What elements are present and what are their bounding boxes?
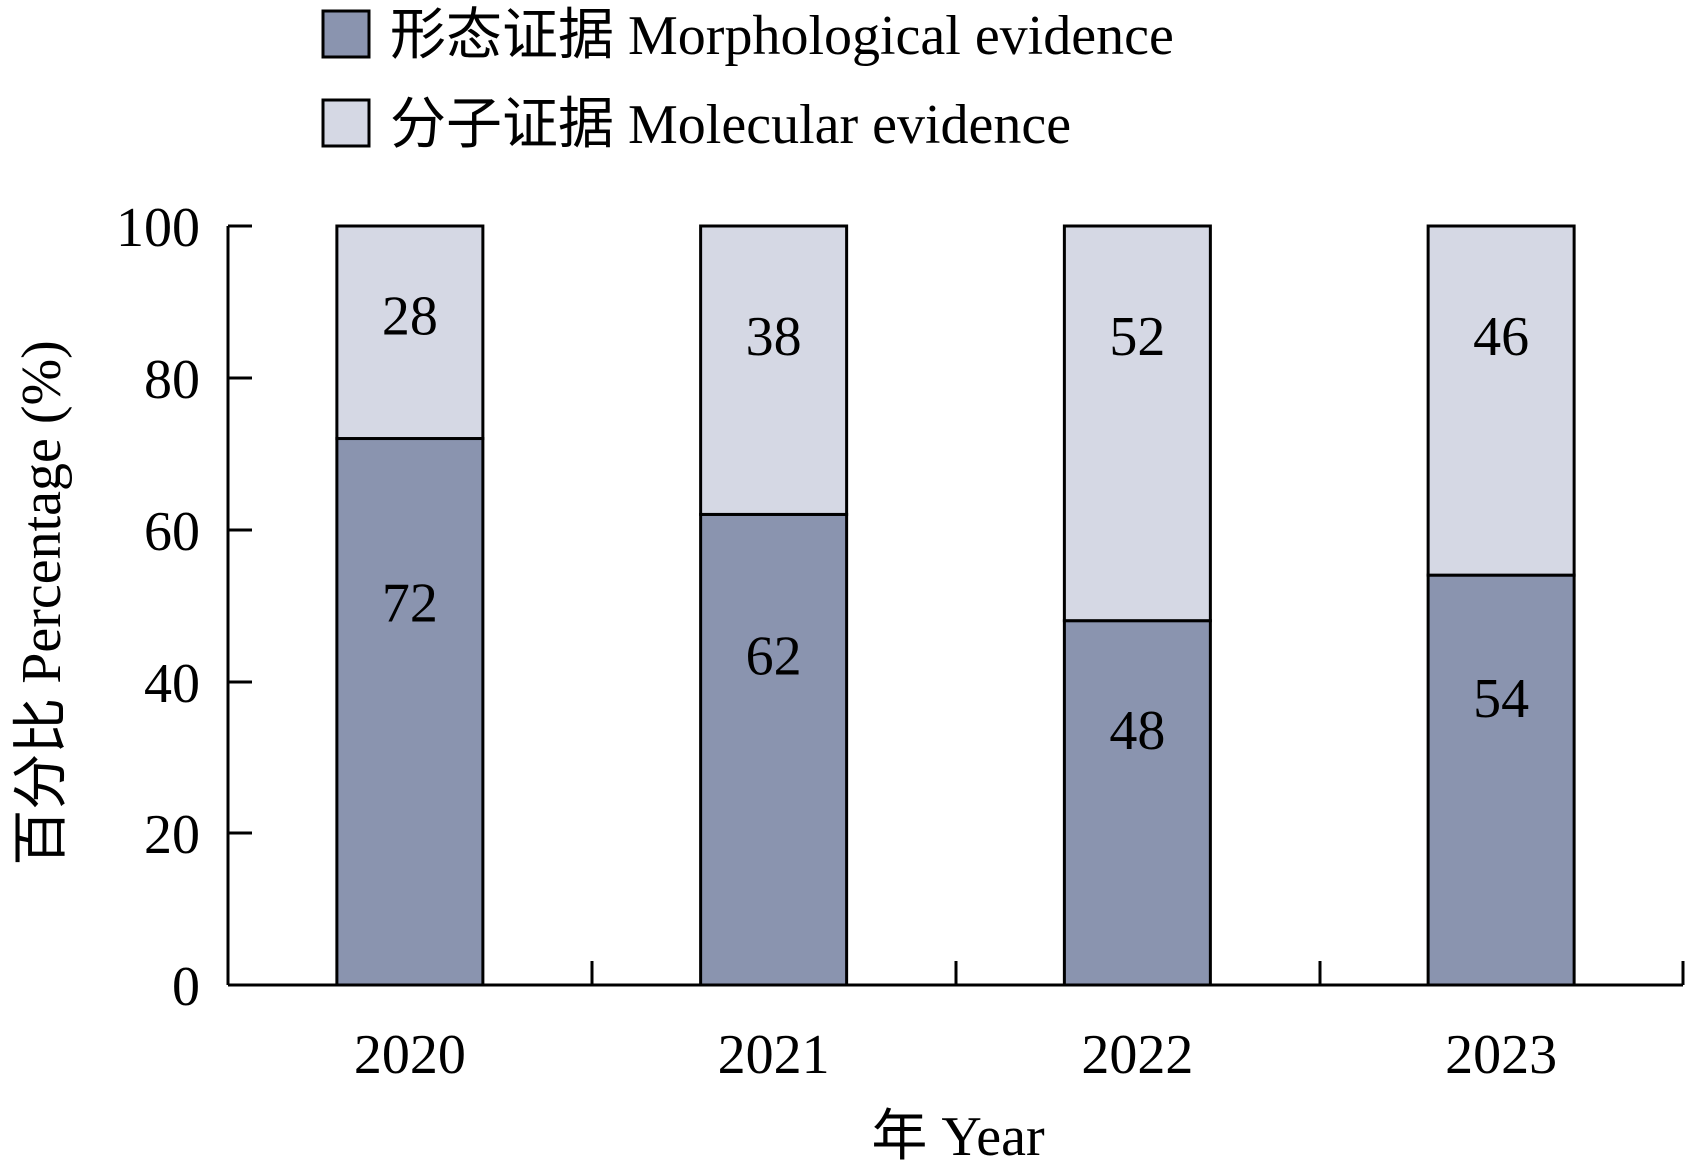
legend-item-molecular: 分子证据 Molecular evidence: [321, 94, 1071, 156]
bar-morphological-2022: [1062, 619, 1212, 987]
axes: [226, 224, 1685, 987]
legend: 形态证据 Morphological evidence 分子证据 Molecul…: [321, 5, 1174, 156]
data-label-morphological-2023: 54: [1473, 668, 1529, 730]
legend-swatch-morphological: [321, 9, 371, 59]
y-tick-labels: 0 20 40 60 80 100: [116, 197, 200, 1018]
bar-molecular-2020: [335, 224, 485, 441]
data-label-morphological-2020: 72: [382, 572, 438, 634]
legend-label-morphological: 形态证据 Morphological evidence: [390, 5, 1174, 67]
bar-morphological-2023: [1426, 573, 1576, 987]
y-tick-label-60: 60: [144, 501, 200, 563]
bar-morphological-2021: [699, 512, 849, 987]
bar-molecular-2023: [1426, 224, 1576, 577]
data-label-molecular-2022: 52: [1109, 306, 1165, 368]
legend-swatch-molecular: [321, 98, 371, 148]
bars: [335, 224, 1576, 987]
data-label-morphological-2022: 48: [1109, 700, 1165, 762]
x-tick-label-2021: 2021: [718, 1024, 830, 1086]
y-tick-label-20: 20: [144, 804, 200, 866]
bar-molecular-2021: [699, 224, 849, 516]
x-tick-labels: 2020 2021 2022 2023: [354, 1024, 1557, 1086]
y-tick-label-100: 100: [116, 197, 200, 259]
y-tick-label-80: 80: [144, 349, 200, 411]
data-label-molecular-2023: 46: [1473, 306, 1529, 368]
x-tick-label-2023: 2023: [1445, 1024, 1557, 1086]
y-tick-label-40: 40: [144, 653, 200, 715]
legend-item-morphological: 形态证据 Morphological evidence: [321, 5, 1174, 67]
x-tick-label-2022: 2022: [1081, 1024, 1193, 1086]
x-axis-title: 年 Year: [871, 1106, 1045, 1163]
legend-label-molecular: 分子证据 Molecular evidence: [390, 94, 1071, 156]
data-label-molecular-2021: 38: [746, 306, 802, 368]
data-label-molecular-2020: 28: [382, 285, 438, 347]
y-tick-label-0: 0: [172, 956, 200, 1018]
data-label-morphological-2021: 62: [746, 626, 802, 688]
y-axis-title: 百分比 Percentage (%): [11, 340, 73, 866]
data-labels: 72 28 62 38 48 52 54 46: [382, 285, 1529, 762]
x-tick-label-2020: 2020: [354, 1024, 466, 1086]
bar-molecular-2022: [1062, 224, 1212, 623]
bar-morphological-2020: [335, 437, 485, 987]
